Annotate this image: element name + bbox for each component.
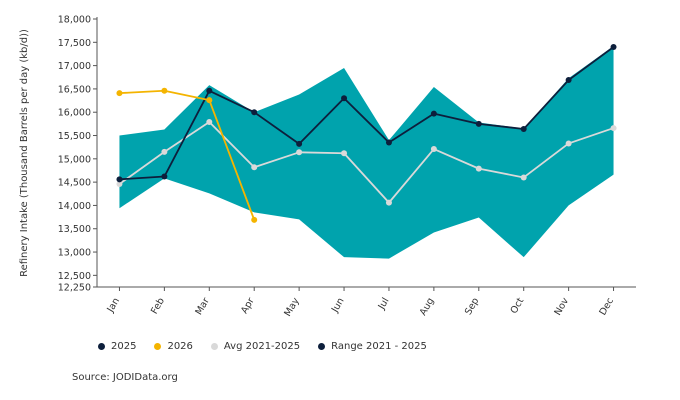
x-tick-label: May <box>282 296 302 319</box>
series-avg-2021-2025-point <box>565 140 572 147</box>
y-tick-label: 15,000 <box>58 154 91 165</box>
legend-marker-avg <box>210 343 218 350</box>
series-2025-point <box>206 87 213 94</box>
x-tick-label: Feb <box>149 296 167 316</box>
legend-marker-2025 <box>98 343 105 350</box>
series-avg-2021-2025-point <box>251 164 258 171</box>
x-tick-label: Aug <box>418 296 437 318</box>
x-tick-label: Jul <box>376 296 392 312</box>
series-2025-point <box>520 125 527 132</box>
y-tick-label: 12,500 <box>58 271 91 282</box>
series-avg-2021-2025-point <box>385 199 392 206</box>
series-2025-point <box>161 173 168 180</box>
series-2025-point <box>251 109 258 116</box>
legend-label-2025: 2025 <box>111 341 137 352</box>
series-2025-point <box>565 77 572 84</box>
legend-label-avg: Avg 2021-2025 <box>223 341 301 352</box>
x-tick-label: Dec <box>597 296 616 317</box>
y-tick-label: 17,000 <box>58 61 91 72</box>
x-tick-label: Apr <box>239 296 257 316</box>
legend-item-avg[interactable]: Avg 2021-2025 <box>210 341 301 352</box>
y-tick-label: 12,250 <box>58 283 91 294</box>
y-tick-label: 14,500 <box>58 178 91 189</box>
y-axis-label: Refinery Intake (Thousand Barrels per da… <box>19 29 30 277</box>
series-avg-2021-2025-point <box>116 180 123 187</box>
series-2026-line <box>119 89 256 221</box>
series-2025-point <box>341 95 348 102</box>
series-2025-point <box>385 139 392 146</box>
series-2026-point <box>116 90 123 97</box>
chart-legend: 2025 2026 Avg 2021-2025 Range 2021 - 202… <box>98 341 427 352</box>
series-avg-2021-2025-point <box>430 146 437 153</box>
legend-label-range: Range 2021 - 2025 <box>331 341 427 352</box>
x-tick-label: Sep <box>463 296 481 317</box>
series-2025-point <box>430 110 437 117</box>
x-tick-label: Oct <box>509 296 527 316</box>
legend-marker-range <box>318 343 326 350</box>
series-2026-point <box>206 97 213 104</box>
series-avg-2021-2025-point <box>206 119 213 126</box>
x-tick-label: Jan <box>105 296 122 315</box>
legend-item-2026[interactable]: 2026 <box>154 341 193 352</box>
series-2025-point <box>610 43 617 50</box>
series-avg-2021-2025-line <box>118 121 614 204</box>
y-tick-label: 13,000 <box>58 248 91 259</box>
series-2025-point <box>116 176 123 183</box>
x-tick-label: Nov <box>552 296 571 318</box>
x-tick-label: Mar <box>193 296 212 317</box>
y-tick-label: 17,500 <box>58 38 91 49</box>
legend-item-range[interactable]: Range 2021 - 2025 <box>318 341 427 352</box>
y-tick-label: 13,500 <box>58 224 91 235</box>
series-2026-point <box>251 216 258 223</box>
series-avg-2021-2025-point <box>161 148 168 155</box>
y-tick-label: 14,000 <box>58 201 91 212</box>
y-tick-label: 18,000 <box>58 15 91 26</box>
y-tick-label: 15,500 <box>58 131 91 142</box>
legend-label-2026: 2026 <box>167 341 193 352</box>
range-band <box>119 46 614 259</box>
y-tick-label: 16,500 <box>58 84 91 95</box>
series-avg-2021-2025-point <box>520 174 527 181</box>
y-tick-label: 16,000 <box>58 108 91 119</box>
series-avg-2021-2025-point <box>475 165 482 172</box>
legend-item-2025[interactable]: 2025 <box>98 341 136 352</box>
series-avg-2021-2025-point <box>341 150 348 157</box>
series-2026-point <box>161 87 168 94</box>
series-avg-2021-2025-point <box>610 125 617 132</box>
series-avg-2021-2025-point <box>296 149 303 156</box>
series-2025-line <box>119 46 615 181</box>
source-note: Source: JODIData.org <box>72 372 178 383</box>
series-2025-point <box>296 140 303 147</box>
x-tick-label: Jun <box>329 296 346 315</box>
legend-marker-2026 <box>154 343 162 350</box>
series-2025-point <box>475 120 482 127</box>
